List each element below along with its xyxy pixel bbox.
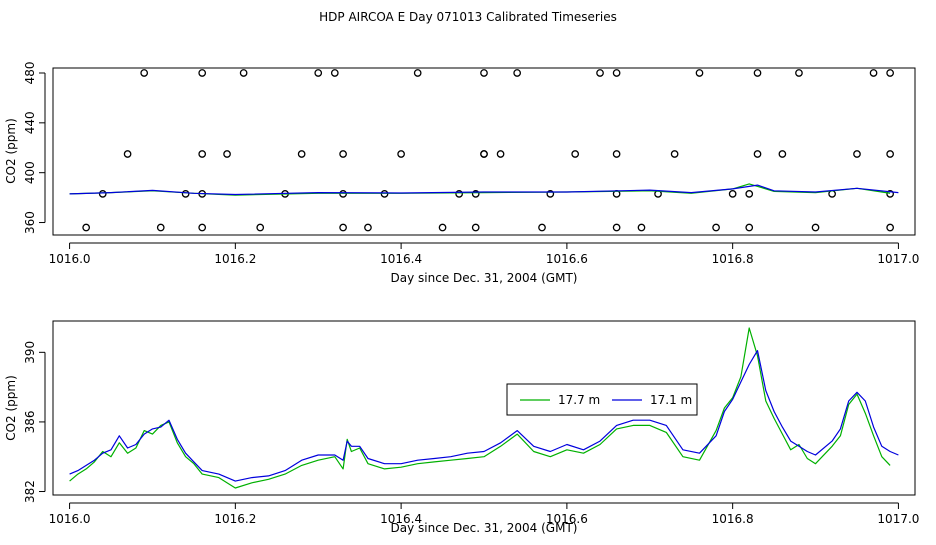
data-point — [695, 69, 704, 77]
data-point — [364, 223, 372, 232]
data-point — [397, 150, 405, 158]
top-y-tick-label: 440 — [23, 111, 37, 134]
data-point — [239, 69, 248, 77]
bottom-x-axis: 1016.0 1016.2 1016.4 1016.6 1016.8 1017.0 — [49, 502, 919, 526]
data-point — [413, 69, 422, 77]
data-point — [886, 150, 894, 158]
legend-label-17-1: 17.1 m — [650, 393, 692, 407]
data-point — [198, 150, 207, 158]
top-y-axis: 360 400 440 480 — [23, 62, 46, 234]
data-point — [198, 69, 207, 77]
legend-label-17-7: 17.7 m — [558, 393, 600, 407]
data-point — [712, 223, 720, 232]
data-point — [869, 69, 878, 77]
data-point — [181, 190, 190, 198]
data-point — [612, 69, 621, 77]
data-point — [471, 223, 480, 232]
data-point — [314, 69, 323, 77]
data-point — [538, 223, 546, 232]
bottom-y-tick-label: 382 — [23, 480, 37, 503]
bottom-ylabel: CO2 (ppm) — [4, 375, 18, 441]
chart-title: HDP AIRCOA E Day 071013 Calibrated Times… — [319, 10, 617, 24]
top-plot-frame — [52, 67, 916, 236]
top-y-tick-label: 400 — [23, 161, 37, 184]
bottom-series-line-1 — [69, 350, 899, 482]
top-x-tick-label: 1016.2 — [214, 252, 256, 266]
data-point — [156, 223, 165, 232]
top-x-tick-label: 1016.0 — [49, 252, 91, 266]
data-point — [98, 190, 107, 198]
legend: 17.7 m 17.1 m — [506, 383, 698, 416]
data-point — [496, 150, 505, 158]
data-point — [728, 190, 737, 198]
data-point — [198, 223, 207, 232]
data-point — [546, 190, 555, 198]
bottom-y-tick-label: 390 — [23, 341, 37, 364]
data-point — [513, 69, 522, 77]
bottom-x-tick-label: 1016.2 — [214, 512, 256, 526]
top-series-line-1 — [69, 184, 899, 196]
data-point — [795, 69, 803, 77]
data-point — [438, 223, 447, 232]
data-point — [753, 69, 762, 77]
top-x-tick-label: 1016.8 — [712, 252, 754, 266]
bottom-panel: Day since Dec. 31, 2004 (GMT) CO2 (ppm) … — [4, 320, 919, 535]
data-point — [886, 69, 894, 77]
top-panel: Day since Dec. 31, 2004 (GMT) CO2 (ppm) … — [4, 62, 919, 285]
data-point — [82, 223, 91, 232]
top-y-tick-label: 360 — [23, 211, 37, 234]
data-point — [339, 223, 347, 232]
top-x-tick-label: 1017.0 — [877, 252, 919, 266]
data-point — [571, 150, 580, 158]
data-point — [811, 223, 820, 232]
top-y-tick-label: 480 — [23, 62, 37, 85]
data-point — [637, 223, 646, 232]
data-point — [853, 150, 861, 158]
top-ylabel: CO2 (ppm) — [4, 118, 18, 184]
bottom-plot-frame — [52, 320, 916, 496]
bottom-y-axis: 382 386 390 — [23, 341, 46, 503]
data-point — [123, 150, 132, 158]
data-point — [612, 150, 621, 158]
bottom-x-tick-label: 1017.0 — [877, 512, 919, 526]
data-point — [670, 150, 679, 158]
data-point — [745, 190, 754, 198]
data-point — [339, 150, 347, 158]
data-point — [480, 69, 488, 77]
data-point — [886, 223, 894, 232]
bottom-x-tick-label: 1016.8 — [712, 512, 754, 526]
top-x-tick-label: 1016.6 — [546, 252, 588, 266]
data-point — [140, 69, 149, 77]
data-point — [330, 69, 339, 77]
bottom-x-tick-label: 1016.6 — [546, 512, 588, 526]
data-point — [745, 223, 754, 232]
top-points — [82, 69, 894, 232]
data-point — [471, 190, 480, 198]
top-series-lines — [69, 183, 899, 196]
top-x-axis: 1016.0 1016.2 1016.4 1016.6 1016.8 1017.0 — [49, 242, 919, 266]
bottom-y-tick-label: 386 — [23, 410, 37, 433]
data-point — [256, 223, 265, 232]
data-point — [612, 223, 621, 232]
data-point — [223, 150, 231, 158]
data-point — [886, 190, 894, 198]
data-point — [778, 150, 787, 158]
data-point — [297, 150, 306, 158]
top-xlabel: Day since Dec. 31, 2004 (GMT) — [391, 271, 578, 285]
bottom-series-lines — [69, 327, 899, 489]
bottom-x-tick-label: 1016.0 — [49, 512, 91, 526]
data-point — [596, 69, 604, 77]
data-point — [753, 150, 762, 158]
top-x-tick-label: 1016.4 — [380, 252, 422, 266]
bottom-xlabel: Day since Dec. 31, 2004 (GMT) — [391, 521, 578, 535]
data-point — [455, 190, 463, 198]
bottom-series-line-0 — [69, 327, 891, 489]
data-point — [480, 150, 488, 158]
bottom-x-tick-label: 1016.4 — [380, 512, 422, 526]
